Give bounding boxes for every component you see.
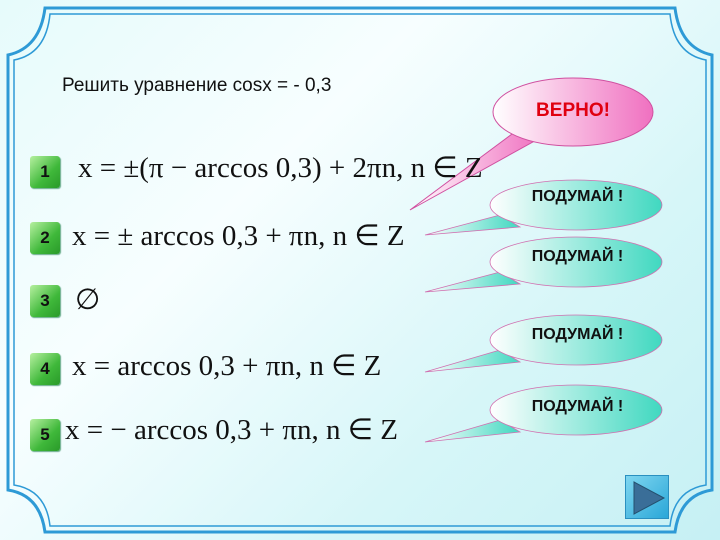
think-bubble-shape: [489, 384, 663, 436]
think-bubble-5: ПОДУМАЙ !: [531, 398, 624, 415]
option-2-button[interactable]: 2: [30, 222, 60, 254]
correct-bubble: ВЕРНО!: [536, 100, 610, 121]
option-3-formula: ∅: [75, 284, 101, 316]
think-bubble-3: ПОДУМАЙ !: [531, 248, 624, 265]
option-1-button[interactable]: 1: [30, 156, 60, 188]
task-title: Решить уравнение cosx = - 0,3: [62, 75, 332, 96]
option-5-formula: x = − arccos 0,3 + πn, n ∈ Z: [65, 414, 398, 446]
option-4-formula: x = arccos 0,3 + πn, n ∈ Z: [72, 350, 382, 382]
correct-bubble-shape: [409, 77, 654, 211]
option-3-button[interactable]: 3: [30, 285, 60, 317]
next-slide-button[interactable]: [625, 475, 669, 519]
option-1-formula: x = ±(π − arccos 0,3) + 2πn, n ∈ Z: [78, 152, 483, 184]
think-bubble-shape: [489, 236, 663, 288]
play-triangle-icon: [633, 481, 666, 515]
think-bubble-4: ПОДУМАЙ !: [531, 326, 624, 343]
option-5-button[interactable]: 5: [30, 419, 60, 451]
option-2-formula: x = ± arccos 0,3 + πn, n ∈ Z: [72, 220, 405, 252]
think-bubble-shape: [489, 179, 663, 231]
think-bubble-shape: [489, 314, 663, 366]
option-4-button[interactable]: 4: [30, 353, 60, 385]
think-bubble-2: ПОДУМАЙ !: [531, 188, 624, 205]
